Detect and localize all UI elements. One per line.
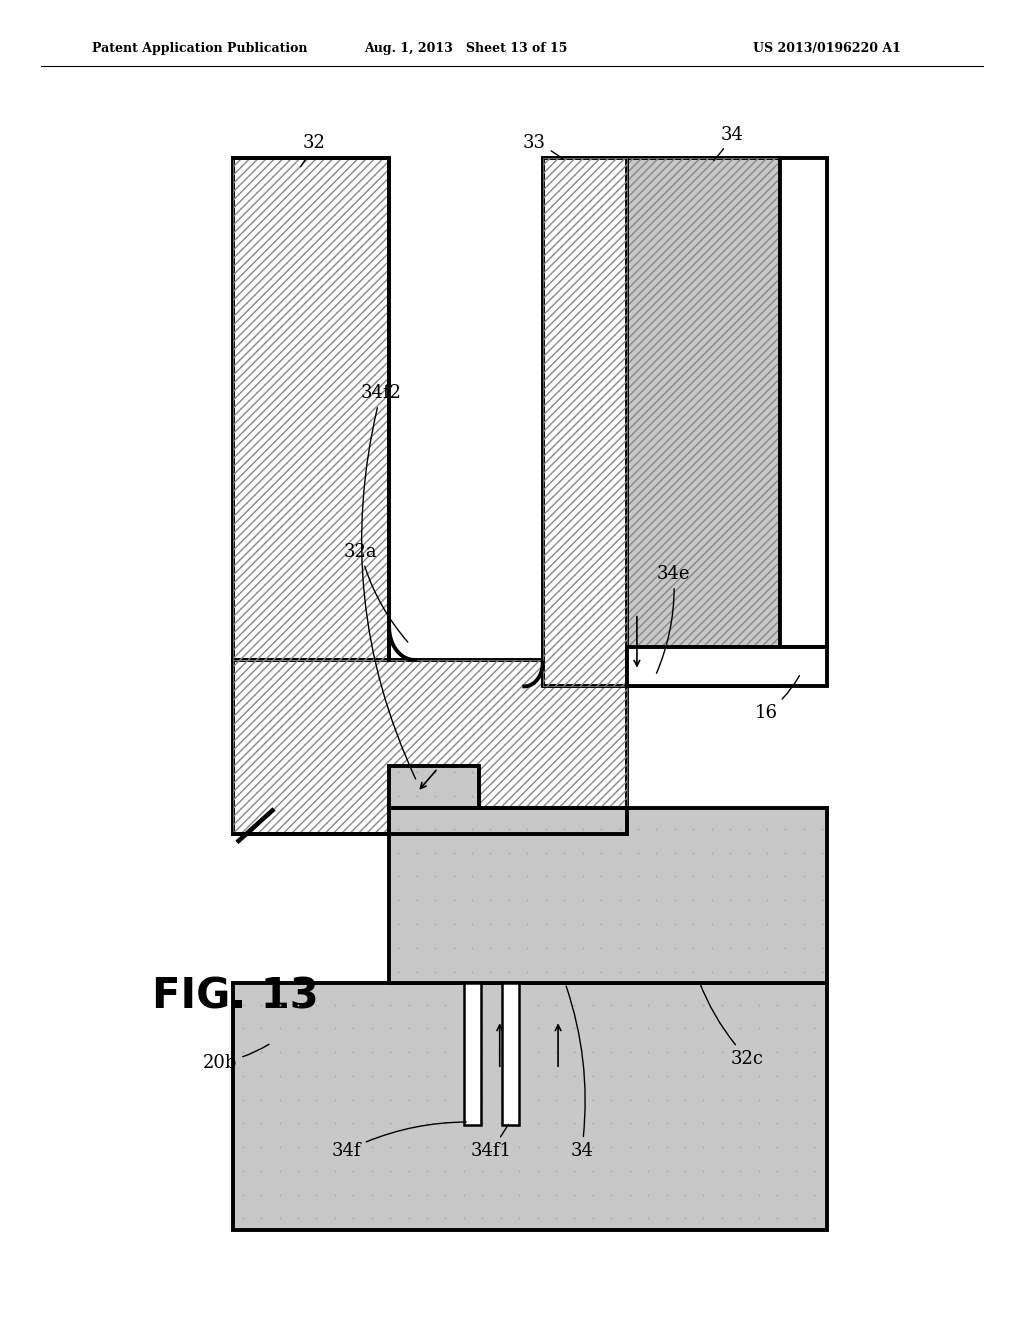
Bar	[627, 158, 780, 686]
Text: Patent Application Publication: Patent Application Publication	[92, 42, 307, 55]
Text: 34f: 34f	[332, 1122, 466, 1160]
Bar	[233, 660, 627, 834]
Text: US 2013/0196220 A1: US 2013/0196220 A1	[754, 42, 901, 55]
Text: 32a: 32a	[344, 543, 408, 642]
Bar	[543, 158, 627, 686]
Bar	[389, 808, 827, 983]
Text: 34e: 34e	[656, 565, 690, 673]
Bar	[543, 158, 627, 686]
Text: 34: 34	[566, 986, 593, 1160]
Bar	[780, 158, 827, 647]
Text: 32c: 32c	[699, 982, 764, 1068]
Text: 33: 33	[523, 133, 563, 160]
Bar	[389, 766, 479, 808]
Bar	[233, 983, 827, 1230]
Text: 34f2: 34f2	[360, 384, 416, 779]
Text: 16: 16	[755, 676, 800, 722]
Bar	[502, 983, 519, 1125]
Bar	[233, 158, 389, 660]
Bar	[627, 647, 827, 686]
Bar	[233, 158, 389, 660]
Text: 20b: 20b	[203, 1044, 269, 1072]
Bar	[464, 983, 481, 1125]
Text: Aug. 1, 2013   Sheet 13 of 15: Aug. 1, 2013 Sheet 13 of 15	[365, 42, 567, 55]
Text: 32: 32	[301, 133, 326, 166]
Bar	[627, 158, 780, 686]
Text: 34: 34	[714, 125, 743, 161]
Text: FIG. 13: FIG. 13	[152, 975, 318, 1018]
Text: 34f1: 34f1	[471, 1125, 512, 1160]
Bar	[233, 660, 627, 834]
